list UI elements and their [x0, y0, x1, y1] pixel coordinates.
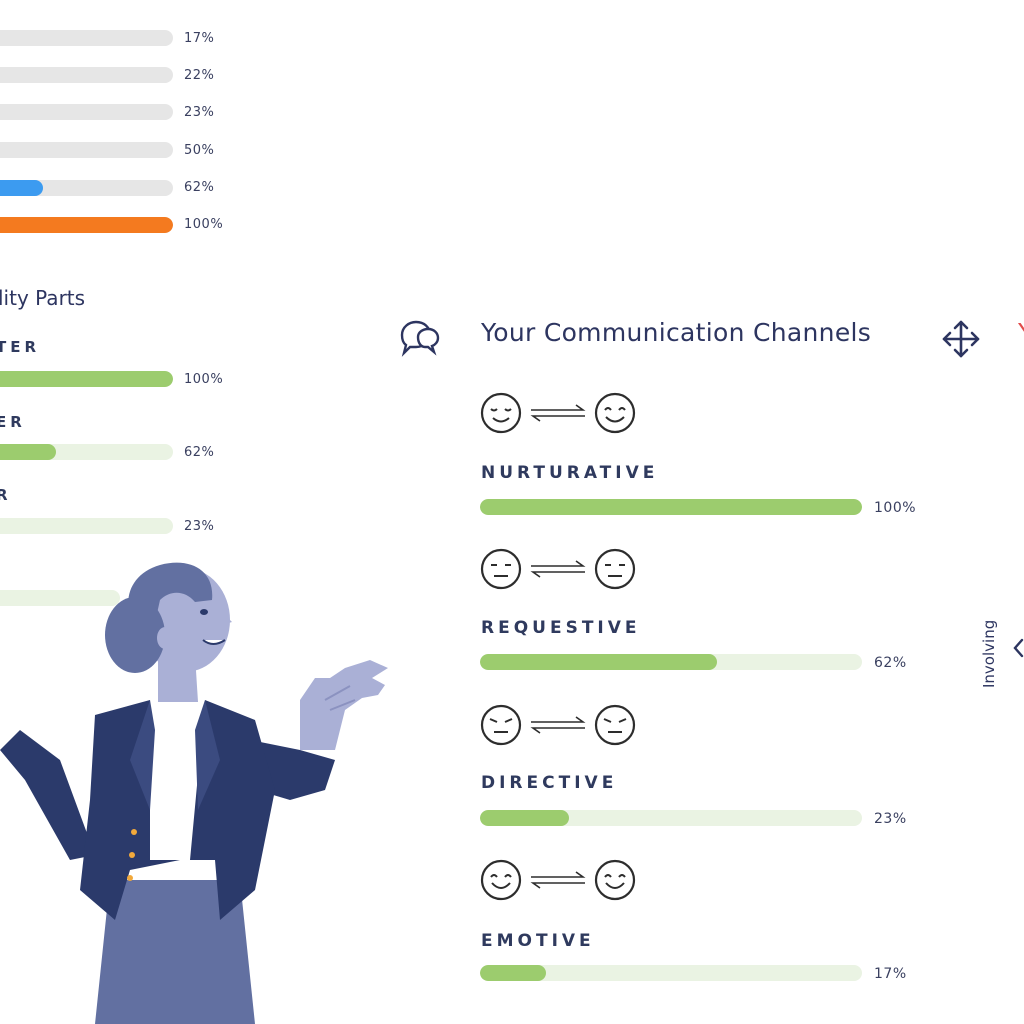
neutral-face-icon — [594, 548, 636, 590]
partial-arrow-icon — [1013, 638, 1024, 658]
part-bar-track — [0, 371, 173, 387]
top-bar-percent: 22% — [184, 68, 215, 83]
part-label: TER — [0, 338, 41, 356]
part-bar-track — [0, 590, 120, 606]
part-bar-track — [0, 444, 173, 460]
top-bar-track — [0, 30, 173, 46]
happy-face-icon — [594, 859, 636, 901]
channel-bar-fill — [480, 499, 862, 515]
neutral-face-icon — [480, 548, 522, 590]
part-label: R — [0, 486, 12, 504]
part-label: ER — [0, 413, 26, 431]
personality-parts-title: lity Parts — [0, 286, 86, 310]
part-bar-fill — [0, 371, 173, 387]
top-bar-track — [0, 217, 173, 233]
part-percent: 100% — [184, 372, 224, 387]
channel-bar-fill — [480, 965, 546, 981]
partial-heading-letter: Y — [1018, 318, 1024, 347]
exchange-arrows-icon — [530, 871, 586, 889]
channel-bar-track — [480, 499, 862, 515]
channel-percent: 17% — [874, 966, 907, 982]
chat-bubbles-icon — [400, 320, 440, 357]
top-bar-percent: 23% — [184, 105, 215, 120]
top-bar-percent: 50% — [184, 143, 215, 158]
part-bar-fill — [0, 444, 56, 460]
top-bar-percent: 17% — [184, 31, 215, 46]
channel-label-emotive: EMOTIVE — [481, 931, 595, 951]
channel-label-nurturative: NURTURATIVE — [481, 463, 659, 483]
top-bar-track — [0, 104, 173, 120]
serious-face-icon — [594, 704, 636, 746]
top-bar-percent: 62% — [184, 180, 215, 195]
channel-label-requestive: REQUESTIVE — [481, 618, 641, 638]
serious-face-icon — [480, 704, 522, 746]
exchange-arrows-icon — [530, 716, 586, 734]
channel-label-directive: DIRECTIVE — [481, 773, 618, 793]
involving-vertical-label: Involving — [980, 619, 998, 688]
move-arrows-icon[interactable] — [940, 318, 982, 360]
communication-channels-title: Your Communication Channels — [481, 318, 872, 347]
exchange-arrows-icon — [530, 404, 586, 422]
part-percent: 62% — [184, 445, 215, 460]
top-bar-percent: 100% — [184, 217, 224, 232]
channel-bar-track — [480, 965, 862, 981]
top-bar-track — [0, 67, 173, 83]
top-bar-fill — [0, 217, 173, 233]
channel-bar-track — [480, 810, 862, 826]
happy-face-icon — [480, 859, 522, 901]
channel-bar-track — [480, 654, 862, 670]
channel-percent: 100% — [874, 500, 917, 516]
top-bar-track — [0, 180, 173, 196]
content-face-icon — [480, 392, 522, 434]
part-bar-track — [0, 518, 173, 534]
channel-percent: 62% — [874, 655, 907, 671]
presenter-woman-illustration — [0, 562, 388, 1024]
top-bar-fill — [0, 180, 43, 196]
channel-percent: 23% — [874, 811, 907, 827]
channel-bar-fill — [480, 810, 569, 826]
part-percent: 23% — [184, 519, 215, 534]
channel-bar-fill — [480, 654, 717, 670]
top-bar-track — [0, 142, 173, 158]
smiling-face-icon — [594, 392, 636, 434]
exchange-arrows-icon — [530, 560, 586, 578]
